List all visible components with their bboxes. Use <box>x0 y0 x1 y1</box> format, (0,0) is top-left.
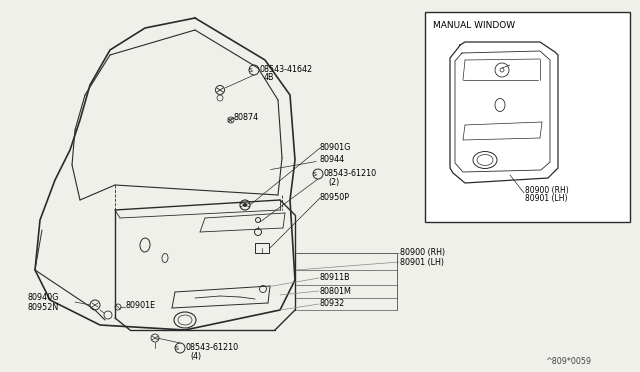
Text: ^809*0059: ^809*0059 <box>545 357 591 366</box>
Text: 80900 (RH): 80900 (RH) <box>525 186 569 195</box>
Text: 80900 (RH): 80900 (RH) <box>400 248 445 257</box>
Text: 08543-61210: 08543-61210 <box>186 343 239 353</box>
Text: 80952N: 80952N <box>28 304 60 312</box>
Text: 4B: 4B <box>264 74 275 83</box>
Text: 80911B: 80911B <box>320 273 351 282</box>
Text: 80901E: 80901E <box>125 301 155 310</box>
Text: (4): (4) <box>190 352 201 360</box>
Text: 80901 (LH): 80901 (LH) <box>400 257 444 266</box>
Bar <box>425 12 630 222</box>
Text: 80932: 80932 <box>320 299 345 308</box>
Text: MANUAL WINDOW: MANUAL WINDOW <box>433 20 515 29</box>
Text: 80801M: 80801M <box>320 286 352 295</box>
Text: 80940G: 80940G <box>28 294 60 302</box>
Text: S: S <box>175 346 179 350</box>
Circle shape <box>243 203 247 207</box>
Text: 80901 (LH): 80901 (LH) <box>525 195 568 203</box>
Text: 80944: 80944 <box>320 155 345 164</box>
Text: 08543-41642: 08543-41642 <box>260 65 313 74</box>
Text: (2): (2) <box>328 177 339 186</box>
Text: 80901G: 80901G <box>320 144 351 153</box>
Text: S: S <box>249 67 253 73</box>
Text: S: S <box>313 171 317 176</box>
Text: 08543-61210: 08543-61210 <box>324 170 377 179</box>
Text: 80874: 80874 <box>233 113 258 122</box>
Bar <box>255 243 269 253</box>
Text: 80950P: 80950P <box>320 193 350 202</box>
